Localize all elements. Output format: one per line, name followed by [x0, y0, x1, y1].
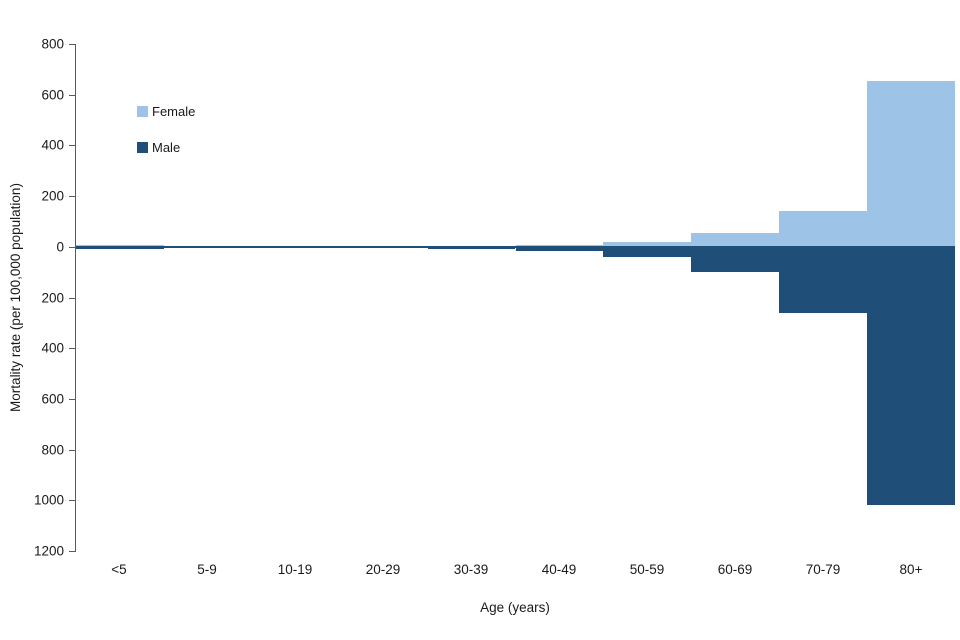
bar-male-40-49	[515, 246, 604, 251]
x-axis-tick-label: 30-39	[453, 562, 489, 577]
y-axis-tick-mark	[69, 500, 76, 502]
legend: Female Male	[137, 104, 195, 176]
bar-female-60-69	[691, 232, 780, 247]
y-axis-tick-label: 1000	[33, 492, 64, 508]
legend-label-female: Female	[152, 104, 196, 119]
legend-item-female: Female	[137, 104, 195, 119]
y-axis-tick-mark	[69, 348, 76, 350]
legend-item-male: Male	[137, 140, 195, 155]
y-axis-tick-label: 200	[41, 188, 64, 204]
bar-male-70-79	[779, 246, 868, 313]
y-axis-tick-label: 0	[56, 239, 64, 255]
x-axis-tick-label: 5-9	[197, 562, 217, 577]
bar-female-70-79	[779, 211, 868, 247]
bar-male-<5	[76, 246, 164, 250]
male-series-swatch-icon	[137, 142, 148, 153]
plot-area	[69, 44, 955, 552]
x-tick-labels: <5 5-9 10-19 20-29 30-39 40-49 50-59 60-69 70-79…	[75, 562, 955, 580]
y-axis-tick-mark	[69, 145, 76, 147]
y-axis-tick-mark	[69, 449, 76, 451]
x-axis-title: Age (years)	[480, 600, 550, 615]
x-axis-tick-label: 20-29	[365, 562, 401, 577]
y-axis-tick-mark	[69, 246, 76, 248]
y-axis-tick-label: 200	[41, 290, 64, 305]
x-axis-tick-label: 10-19	[277, 562, 313, 577]
y-axis-tick-label: 600	[41, 391, 64, 407]
bar-female-80+	[867, 80, 955, 247]
x-axis-tick-label: 70-79	[805, 562, 841, 577]
bar-male-30-39	[427, 246, 516, 249]
y-axis-tick-mark	[69, 94, 76, 96]
y-axis-tick-mark	[69, 44, 76, 45]
x-axis-tick-label: 40-49	[541, 562, 577, 577]
y-axis-tick-label: 800	[41, 36, 64, 52]
bar-female-40-49	[515, 244, 604, 247]
y-axis-tick-mark	[69, 297, 76, 299]
x-axis-tick-label: <5	[111, 562, 127, 577]
y-axis-tick-label: 600	[41, 87, 64, 103]
y-axis-tick-label: 1200	[33, 543, 64, 559]
zero-axis-line	[76, 245, 955, 248]
legend-label-male: Male	[152, 140, 181, 155]
bar-male-60-69	[691, 246, 780, 273]
y-tick-labels: 800 600 400 200 0 200 400 600 800 1000 1200	[0, 37, 64, 559]
y-axis-tick-label: 400	[41, 340, 64, 356]
x-axis-tick-label: 80+	[899, 562, 923, 577]
y-axis-tick-label: 400	[41, 137, 64, 153]
y-axis-tick-mark	[69, 551, 76, 552]
bar-male-80+	[867, 246, 955, 506]
x-axis-tick-label: 50-59	[629, 562, 665, 577]
y-axis-tick-mark	[69, 398, 76, 400]
female-series-swatch-icon	[137, 106, 148, 117]
bar-male-50-59	[603, 246, 692, 257]
y-axis-tick-mark	[69, 196, 76, 198]
x-axis-tick-label: 60-69	[717, 562, 753, 577]
y-axis-tick-label: 800	[41, 442, 64, 458]
bar-female-50-59	[603, 241, 692, 247]
